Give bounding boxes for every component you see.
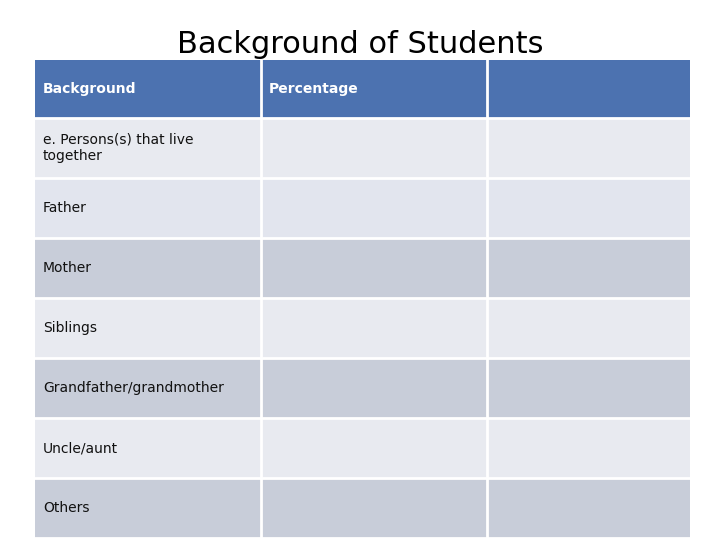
Bar xyxy=(35,478,261,538)
Text: Grandfather/grandmother: Grandfather/grandmother xyxy=(43,381,224,395)
Text: Background: Background xyxy=(43,82,137,96)
Bar xyxy=(487,418,690,478)
Bar xyxy=(487,178,690,238)
Text: e. Persons(s) that live
together: e. Persons(s) that live together xyxy=(43,133,194,163)
Bar xyxy=(35,358,261,418)
Bar xyxy=(35,178,261,238)
Bar xyxy=(487,238,690,298)
Text: Uncle/aunt: Uncle/aunt xyxy=(43,441,118,455)
Text: Percentage: Percentage xyxy=(269,82,359,96)
Bar xyxy=(35,238,261,298)
Bar xyxy=(487,478,690,538)
Bar xyxy=(487,358,690,418)
Text: Father: Father xyxy=(43,201,87,215)
Bar xyxy=(261,358,487,418)
Text: Background of Students: Background of Students xyxy=(176,30,544,59)
Text: Mother: Mother xyxy=(43,261,92,275)
Bar xyxy=(261,60,487,118)
Bar xyxy=(487,60,690,118)
Bar xyxy=(35,298,261,358)
Bar xyxy=(487,118,690,178)
Bar xyxy=(261,118,487,178)
Bar xyxy=(35,60,261,118)
Text: Others: Others xyxy=(43,501,89,515)
Text: Siblings: Siblings xyxy=(43,321,97,335)
Bar xyxy=(35,418,261,478)
Bar xyxy=(261,418,487,478)
Bar xyxy=(487,298,690,358)
Bar xyxy=(261,478,487,538)
Bar xyxy=(261,178,487,238)
Bar xyxy=(35,118,261,178)
Bar xyxy=(261,298,487,358)
Bar xyxy=(261,238,487,298)
